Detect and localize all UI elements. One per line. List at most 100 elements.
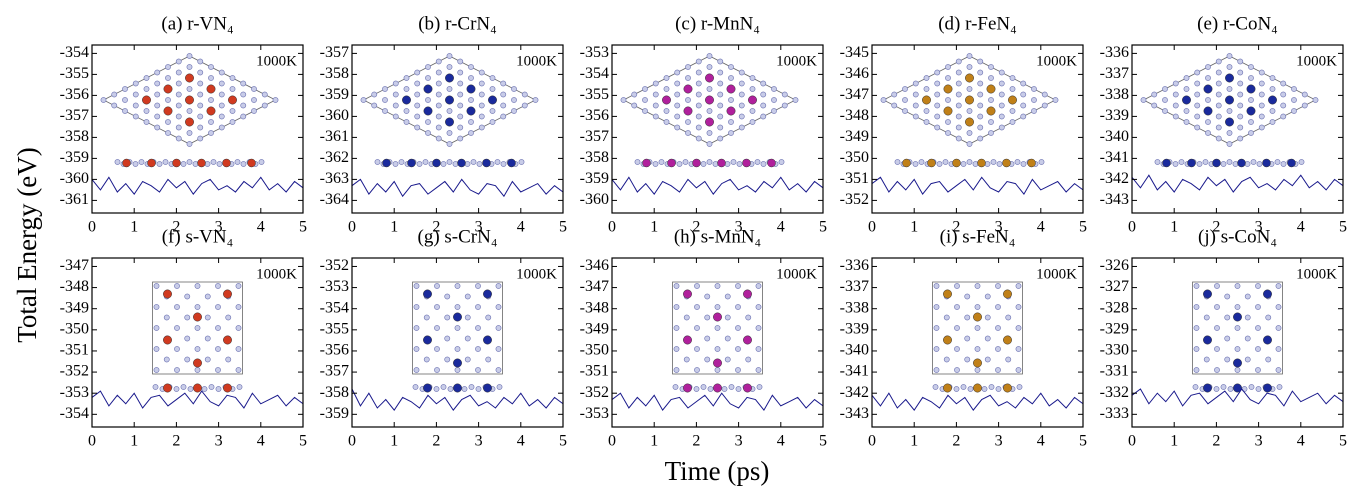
atom-n [163, 356, 170, 363]
atom-n [153, 304, 160, 310]
atom-n [749, 119, 756, 125]
atom-n [495, 304, 502, 310]
side-atom [953, 386, 960, 392]
atom-n [464, 293, 471, 300]
side-atom [180, 161, 187, 167]
atom-n [1234, 283, 1241, 289]
x-tick-label: 4 [777, 219, 785, 236]
atom-n [197, 135, 204, 142]
side-atom [210, 159, 217, 165]
atom-n [489, 119, 496, 125]
y-tick-label: -347 [580, 278, 609, 295]
atom-n [1258, 113, 1265, 120]
atom-metal [1246, 106, 1256, 116]
atom-n [998, 80, 1005, 87]
y-tick-label: -342 [1100, 170, 1129, 187]
atom-n [414, 124, 421, 131]
side-atom [932, 384, 939, 390]
atom-n [184, 356, 191, 363]
atom-n [933, 346, 940, 352]
atom-n [197, 102, 204, 109]
atom-n [457, 124, 464, 131]
atom-n [945, 119, 951, 125]
x-tick-label: 0 [608, 433, 616, 450]
atom-n [197, 113, 204, 120]
atom-n [457, 80, 464, 87]
atom-n [194, 283, 201, 289]
atom-n [1275, 325, 1282, 331]
side-atom [728, 384, 735, 390]
atom-n [434, 283, 440, 289]
side-atom [216, 161, 223, 167]
atom-n [1244, 314, 1251, 321]
atom-n [642, 97, 648, 103]
atom-n [735, 346, 741, 352]
atom-n [955, 58, 962, 65]
side-atom [724, 161, 731, 167]
side-atom [1202, 159, 1209, 165]
y-tick-label: -349 [840, 128, 869, 145]
atom-n [1183, 86, 1190, 92]
atom-n [478, 69, 485, 76]
atom-n [891, 102, 898, 109]
side-atom [682, 159, 689, 165]
side-metal [507, 158, 516, 168]
y-tick-label: -352 [320, 257, 349, 274]
y-tick-label: -352 [840, 191, 869, 208]
atom-n [240, 80, 247, 87]
atom-n [414, 113, 421, 120]
atom-n [215, 325, 221, 331]
atom-n [218, 91, 225, 98]
atom-n [1193, 283, 1200, 289]
atom-n [1248, 64, 1254, 70]
atom-n [745, 314, 752, 321]
y-tick-label: -342 [840, 384, 869, 401]
atom-n [434, 367, 440, 373]
atom-n [745, 356, 752, 363]
atom-metal [973, 312, 982, 322]
atom-n [735, 304, 741, 310]
atom-n [235, 346, 242, 352]
side-atom [1276, 384, 1283, 390]
atom-n [955, 113, 962, 120]
atom-n [974, 367, 981, 373]
x-tick-label: 1 [1170, 219, 1178, 236]
atom-n [500, 80, 507, 87]
atom-n [1215, 102, 1222, 109]
y-tick-label: -357 [320, 363, 349, 380]
atom-n [163, 314, 170, 321]
atom-n [475, 367, 481, 373]
atom-n [933, 325, 940, 331]
side-atom [204, 161, 211, 167]
atom-n [728, 97, 734, 103]
atom-n [143, 75, 150, 81]
atom-n [685, 130, 691, 136]
atom-n [468, 75, 474, 81]
y-tick-label: -358 [320, 65, 349, 82]
atom-n [1234, 304, 1241, 310]
atom-n [954, 304, 960, 310]
atom-n [663, 75, 670, 81]
x-tick-label: 5 [819, 433, 827, 450]
atom-n [631, 91, 638, 98]
atom-n [1151, 91, 1158, 98]
y-tick-label: -348 [580, 299, 609, 316]
y-tick-label: -326 [1100, 257, 1129, 274]
atom-n [1215, 80, 1222, 87]
side-metal [742, 158, 751, 168]
atom-n [184, 314, 191, 321]
atom-n [714, 283, 721, 289]
atom-n [423, 314, 430, 321]
atom-n [1280, 113, 1287, 120]
atom-n [186, 86, 193, 92]
x-tick-label: 3 [1255, 433, 1263, 450]
atom-n [1244, 335, 1251, 342]
atom-metal [1203, 289, 1212, 299]
atom-n [977, 102, 984, 109]
atom-n [1301, 102, 1308, 109]
x-tick-label: 3 [735, 219, 743, 236]
atom-n [1215, 113, 1222, 120]
atom-n [435, 124, 442, 131]
atom-n [1255, 304, 1261, 310]
atom-n [673, 367, 680, 373]
